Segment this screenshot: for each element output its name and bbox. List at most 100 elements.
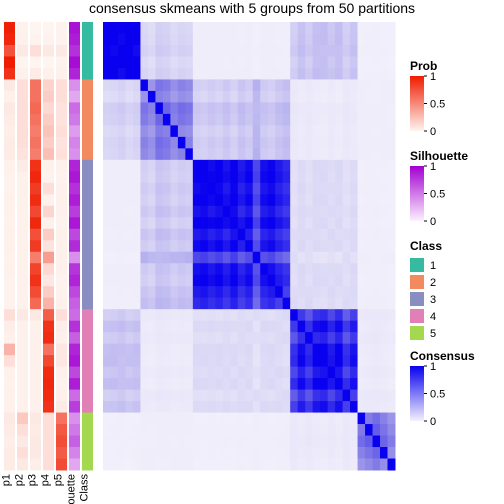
heatmap-cell: [320, 298, 328, 310]
heatmap-cell: [275, 102, 283, 114]
anno-cell: [69, 183, 80, 195]
anno-cell: [82, 229, 93, 241]
heatmap-cell: [350, 321, 358, 333]
heatmap-cell: [133, 252, 141, 264]
heatmap-cell: [245, 240, 253, 252]
heatmap-cell: [260, 137, 268, 149]
heatmap-cell: [388, 79, 396, 91]
heatmap-cell: [245, 436, 253, 448]
heatmap-cell: [253, 309, 261, 321]
heatmap-cell: [313, 102, 321, 114]
anno-cell: [4, 355, 15, 367]
heatmap-cell: [185, 424, 193, 436]
heatmap-cell: [343, 378, 351, 390]
heatmap-cell: [223, 447, 231, 459]
heatmap-cell: [380, 344, 388, 356]
heatmap-cell: [350, 22, 358, 34]
heatmap-cell: [208, 229, 216, 241]
anno-cell: [43, 413, 54, 425]
anno-cell: [69, 194, 80, 206]
heatmap-cell: [380, 332, 388, 344]
heatmap-cell: [283, 355, 291, 367]
heatmap-cell: [320, 447, 328, 459]
legend-title: Class: [410, 239, 442, 253]
heatmap-cell: [320, 171, 328, 183]
heatmap-cell: [200, 344, 208, 356]
anno-cell: [17, 125, 28, 137]
heatmap-cell: [103, 194, 111, 206]
anno-cell: [82, 114, 93, 126]
heatmap-cell: [365, 125, 373, 137]
heatmap-cell: [283, 309, 291, 321]
heatmap-cell: [313, 436, 321, 448]
anno-cell: [69, 355, 80, 367]
heatmap-cell: [268, 367, 276, 379]
heatmap-cell: [350, 125, 358, 137]
heatmap-cell: [193, 91, 201, 103]
heatmap-cell: [343, 33, 351, 45]
heatmap-cell: [155, 263, 163, 275]
anno-cell: [4, 229, 15, 241]
heatmap-cell: [343, 275, 351, 287]
heatmap-cell: [388, 436, 396, 448]
heatmap-cell: [208, 459, 216, 471]
heatmap-cell: [185, 321, 193, 333]
heatmap-cell: [343, 344, 351, 356]
heatmap-cell: [268, 45, 276, 57]
heatmap-cell: [133, 206, 141, 218]
heatmap-cell: [178, 33, 186, 45]
heatmap-cell: [350, 45, 358, 57]
heatmap-cell: [305, 309, 313, 321]
heatmap-cell: [245, 275, 253, 287]
heatmap-cell: [230, 390, 238, 402]
heatmap-cell: [313, 309, 321, 321]
heatmap-cell: [373, 401, 381, 413]
heatmap-cell: [193, 194, 201, 206]
heatmap-cell: [208, 413, 216, 425]
anno-cell: [69, 275, 80, 287]
heatmap-cell: [253, 194, 261, 206]
heatmap-cell: [260, 367, 268, 379]
heatmap-cell: [133, 102, 141, 114]
heatmap-cell: [193, 424, 201, 436]
heatmap-cell: [283, 424, 291, 436]
heatmap-cell: [125, 91, 133, 103]
heatmap-cell: [388, 206, 396, 218]
heatmap-cell: [133, 22, 141, 34]
heatmap-cell: [110, 33, 118, 45]
heatmap-cell: [208, 33, 216, 45]
heatmap-cell: [178, 125, 186, 137]
heatmap-cell: [328, 436, 336, 448]
heatmap-cell: [268, 298, 276, 310]
heatmap-cell: [185, 56, 193, 68]
anno-cell: [82, 217, 93, 229]
heatmap-cell: [373, 91, 381, 103]
heatmap-cell: [313, 125, 321, 137]
heatmap-cell: [200, 309, 208, 321]
heatmap-cell: [170, 424, 178, 436]
anno-cell: [69, 378, 80, 390]
heatmap-cell: [223, 91, 231, 103]
heatmap-cell: [178, 91, 186, 103]
anno-cell: [4, 321, 15, 333]
heatmap-cell: [328, 102, 336, 114]
anno-cell: [56, 229, 67, 241]
heatmap-cell: [275, 171, 283, 183]
heatmap-cell: [253, 114, 261, 126]
heatmap-cell: [110, 263, 118, 275]
heatmap-cell: [358, 45, 366, 57]
heatmap-cell: [230, 33, 238, 45]
heatmap-cell: [283, 160, 291, 172]
heatmap-cell: [380, 206, 388, 218]
heatmap-cell: [358, 252, 366, 264]
heatmap-cell: [223, 309, 231, 321]
heatmap-cell: [223, 344, 231, 356]
heatmap-cell: [215, 309, 223, 321]
heatmap-cell: [358, 229, 366, 241]
heatmap-cell: [365, 378, 373, 390]
heatmap-cell: [320, 114, 328, 126]
heatmap-cell: [103, 355, 111, 367]
anno-cell: [43, 102, 54, 114]
heatmap-cell: [253, 148, 261, 160]
anno-cell: [43, 45, 54, 57]
